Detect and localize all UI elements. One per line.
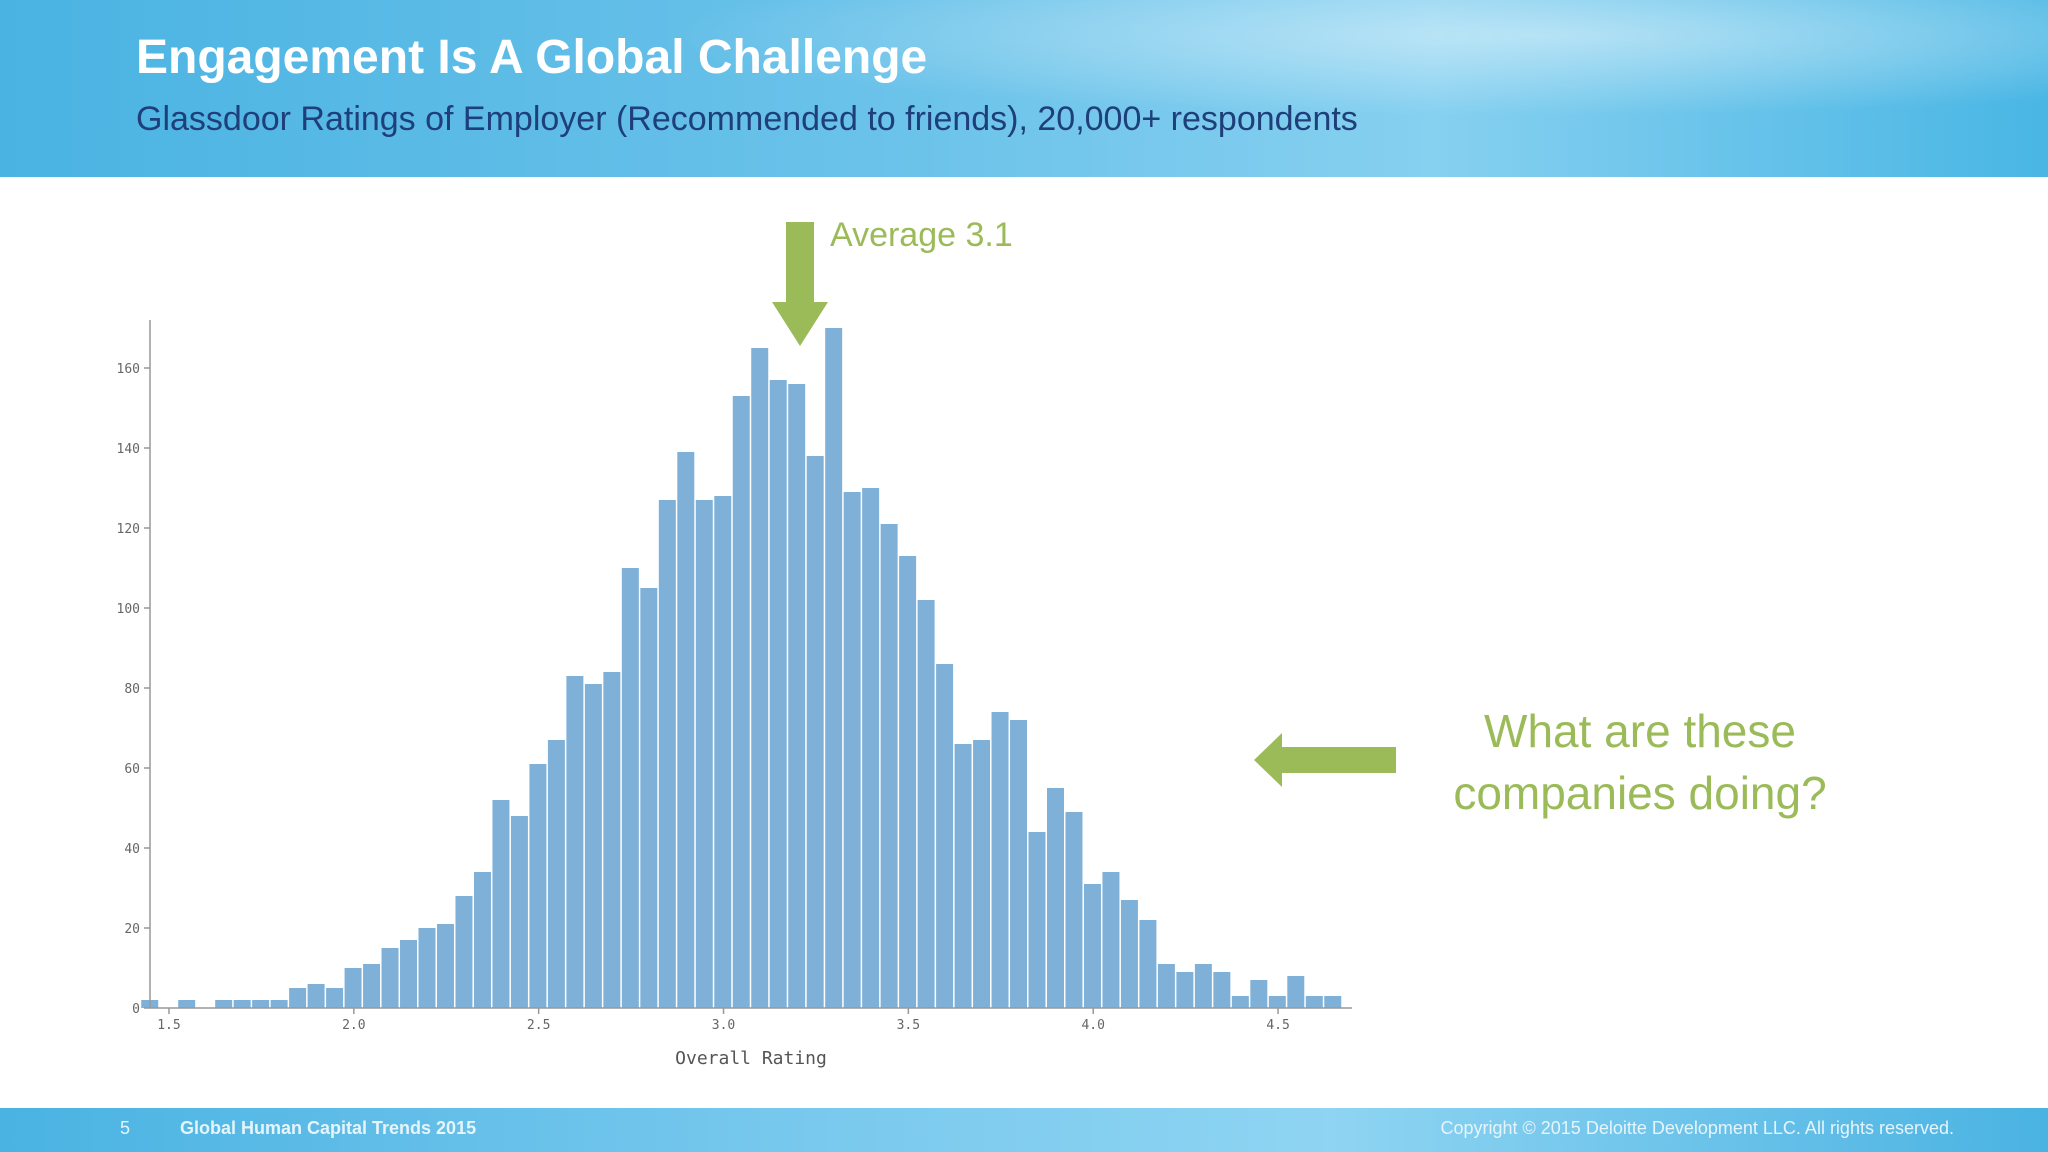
histogram-bar	[215, 1000, 233, 1008]
histogram-bar	[973, 740, 991, 1008]
histogram-bar	[880, 524, 898, 1008]
y-tick-label: 0	[132, 1002, 140, 1017]
histogram-bar	[529, 764, 547, 1008]
histogram-bar	[825, 328, 843, 1008]
copyright-notice: Copyright © 2015 Deloitte Development LL…	[1440, 1118, 1954, 1138]
histogram-bar	[1010, 720, 1028, 1008]
histogram-bar	[621, 568, 639, 1008]
y-tick-label: 80	[124, 682, 140, 697]
histogram-bar	[363, 964, 381, 1008]
x-tick-label: 1.5	[157, 1018, 180, 1033]
histogram-bar	[1139, 920, 1157, 1008]
y-tick-label: 120	[117, 522, 140, 537]
histogram-bar	[400, 940, 418, 1008]
histogram-bar	[1268, 996, 1286, 1008]
histogram-bar	[307, 984, 325, 1008]
histogram-bar	[936, 664, 954, 1008]
average-label: Average 3.1	[830, 216, 1013, 254]
histogram-bar	[1231, 996, 1249, 1008]
slide-subtitle: Glassdoor Ratings of Employer (Recommend…	[136, 100, 1358, 138]
histogram-bar	[1065, 812, 1083, 1008]
x-axis-label: Overall Rating	[675, 1048, 827, 1069]
y-tick-label: 60	[124, 762, 140, 777]
histogram-bar	[714, 496, 732, 1008]
histogram-bar	[455, 896, 473, 1008]
histogram-bar	[492, 800, 510, 1008]
histogram-bar	[418, 928, 436, 1008]
question-line-2: companies doing?	[1453, 767, 1827, 819]
histogram-bar	[510, 816, 528, 1008]
x-tick-label: 3.5	[897, 1018, 920, 1033]
histogram-bar	[1047, 788, 1064, 1008]
histogram-bar	[437, 924, 454, 1008]
histogram-bar	[1102, 872, 1120, 1008]
y-tick-label: 40	[124, 842, 140, 857]
question-line-1: What are these	[1484, 705, 1796, 757]
histogram-bar	[1157, 964, 1175, 1008]
histogram-bar	[1120, 900, 1138, 1008]
histogram-bar	[1287, 976, 1305, 1008]
histogram-bar	[1176, 972, 1194, 1008]
slide-header: Engagement Is A Global Challenge Glassdo…	[0, 0, 2048, 177]
x-tick-label: 2.5	[527, 1018, 550, 1033]
histogram-bar	[1324, 996, 1342, 1008]
histogram-bar	[344, 968, 362, 1008]
histogram-bar	[843, 492, 861, 1008]
histogram-bar	[695, 500, 713, 1008]
histogram-bar	[289, 988, 307, 1008]
histogram-bar	[603, 672, 621, 1008]
average-down-arrow	[772, 222, 828, 346]
y-tick-label: 140	[117, 442, 140, 457]
page-number: 5	[120, 1118, 131, 1138]
histogram-bar	[806, 456, 824, 1008]
histogram-bar	[991, 712, 1009, 1008]
histogram-bar	[584, 684, 602, 1008]
histogram-bar	[547, 740, 565, 1008]
histogram-bar	[252, 1000, 270, 1008]
histogram-bar	[862, 488, 880, 1008]
histogram-bar	[954, 744, 972, 1008]
histogram-bar	[769, 380, 787, 1008]
histogram-bar	[473, 872, 491, 1008]
histogram-bar	[1305, 996, 1323, 1008]
histogram-bar	[640, 588, 658, 1008]
left-pointing-arrow	[1254, 733, 1396, 787]
question-callout: What are these companies doing?	[1400, 700, 1880, 824]
y-tick-label: 100	[117, 602, 140, 617]
y-tick-label: 160	[117, 362, 140, 377]
histogram-bar	[326, 988, 344, 1008]
annotation-arrows	[772, 222, 1396, 787]
x-tick-label: 4.5	[1266, 1018, 1289, 1033]
histogram-bar	[1194, 964, 1212, 1008]
histogram-bar	[732, 396, 750, 1008]
histogram-bar	[178, 1000, 196, 1008]
slide-footer: 5 Global Human Capital Trends 2015 Copyr…	[0, 1108, 2048, 1152]
histogram-bar	[1028, 832, 1046, 1008]
histogram-bars	[141, 328, 1342, 1008]
histogram-bar	[1250, 980, 1268, 1008]
x-tick-label: 4.0	[1081, 1018, 1104, 1033]
histogram-bar	[677, 452, 695, 1008]
histogram-bar	[917, 600, 935, 1008]
histogram-bar	[233, 1000, 251, 1008]
histogram-bar	[899, 556, 917, 1008]
histogram-bar	[1083, 884, 1101, 1008]
y-tick-label: 20	[124, 922, 140, 937]
x-tick-label: 3.0	[712, 1018, 735, 1033]
histogram-bar	[381, 948, 399, 1008]
slide-title: Engagement Is A Global Challenge	[136, 31, 928, 84]
footer-title: Global Human Capital Trends 2015	[180, 1118, 477, 1138]
histogram-bar	[1213, 972, 1231, 1008]
histogram-bar	[566, 676, 584, 1008]
chart-axes: 0 20 40 60 80 100 120 140 160 1.5 2.0 2.5 3.0 3.5 4.0 4…	[117, 320, 1352, 1033]
x-tick-label: 2.0	[342, 1018, 365, 1033]
histogram-bar	[788, 384, 806, 1008]
histogram-bar	[270, 1000, 288, 1008]
histogram-bar	[751, 348, 769, 1008]
histogram-bar	[658, 500, 676, 1008]
